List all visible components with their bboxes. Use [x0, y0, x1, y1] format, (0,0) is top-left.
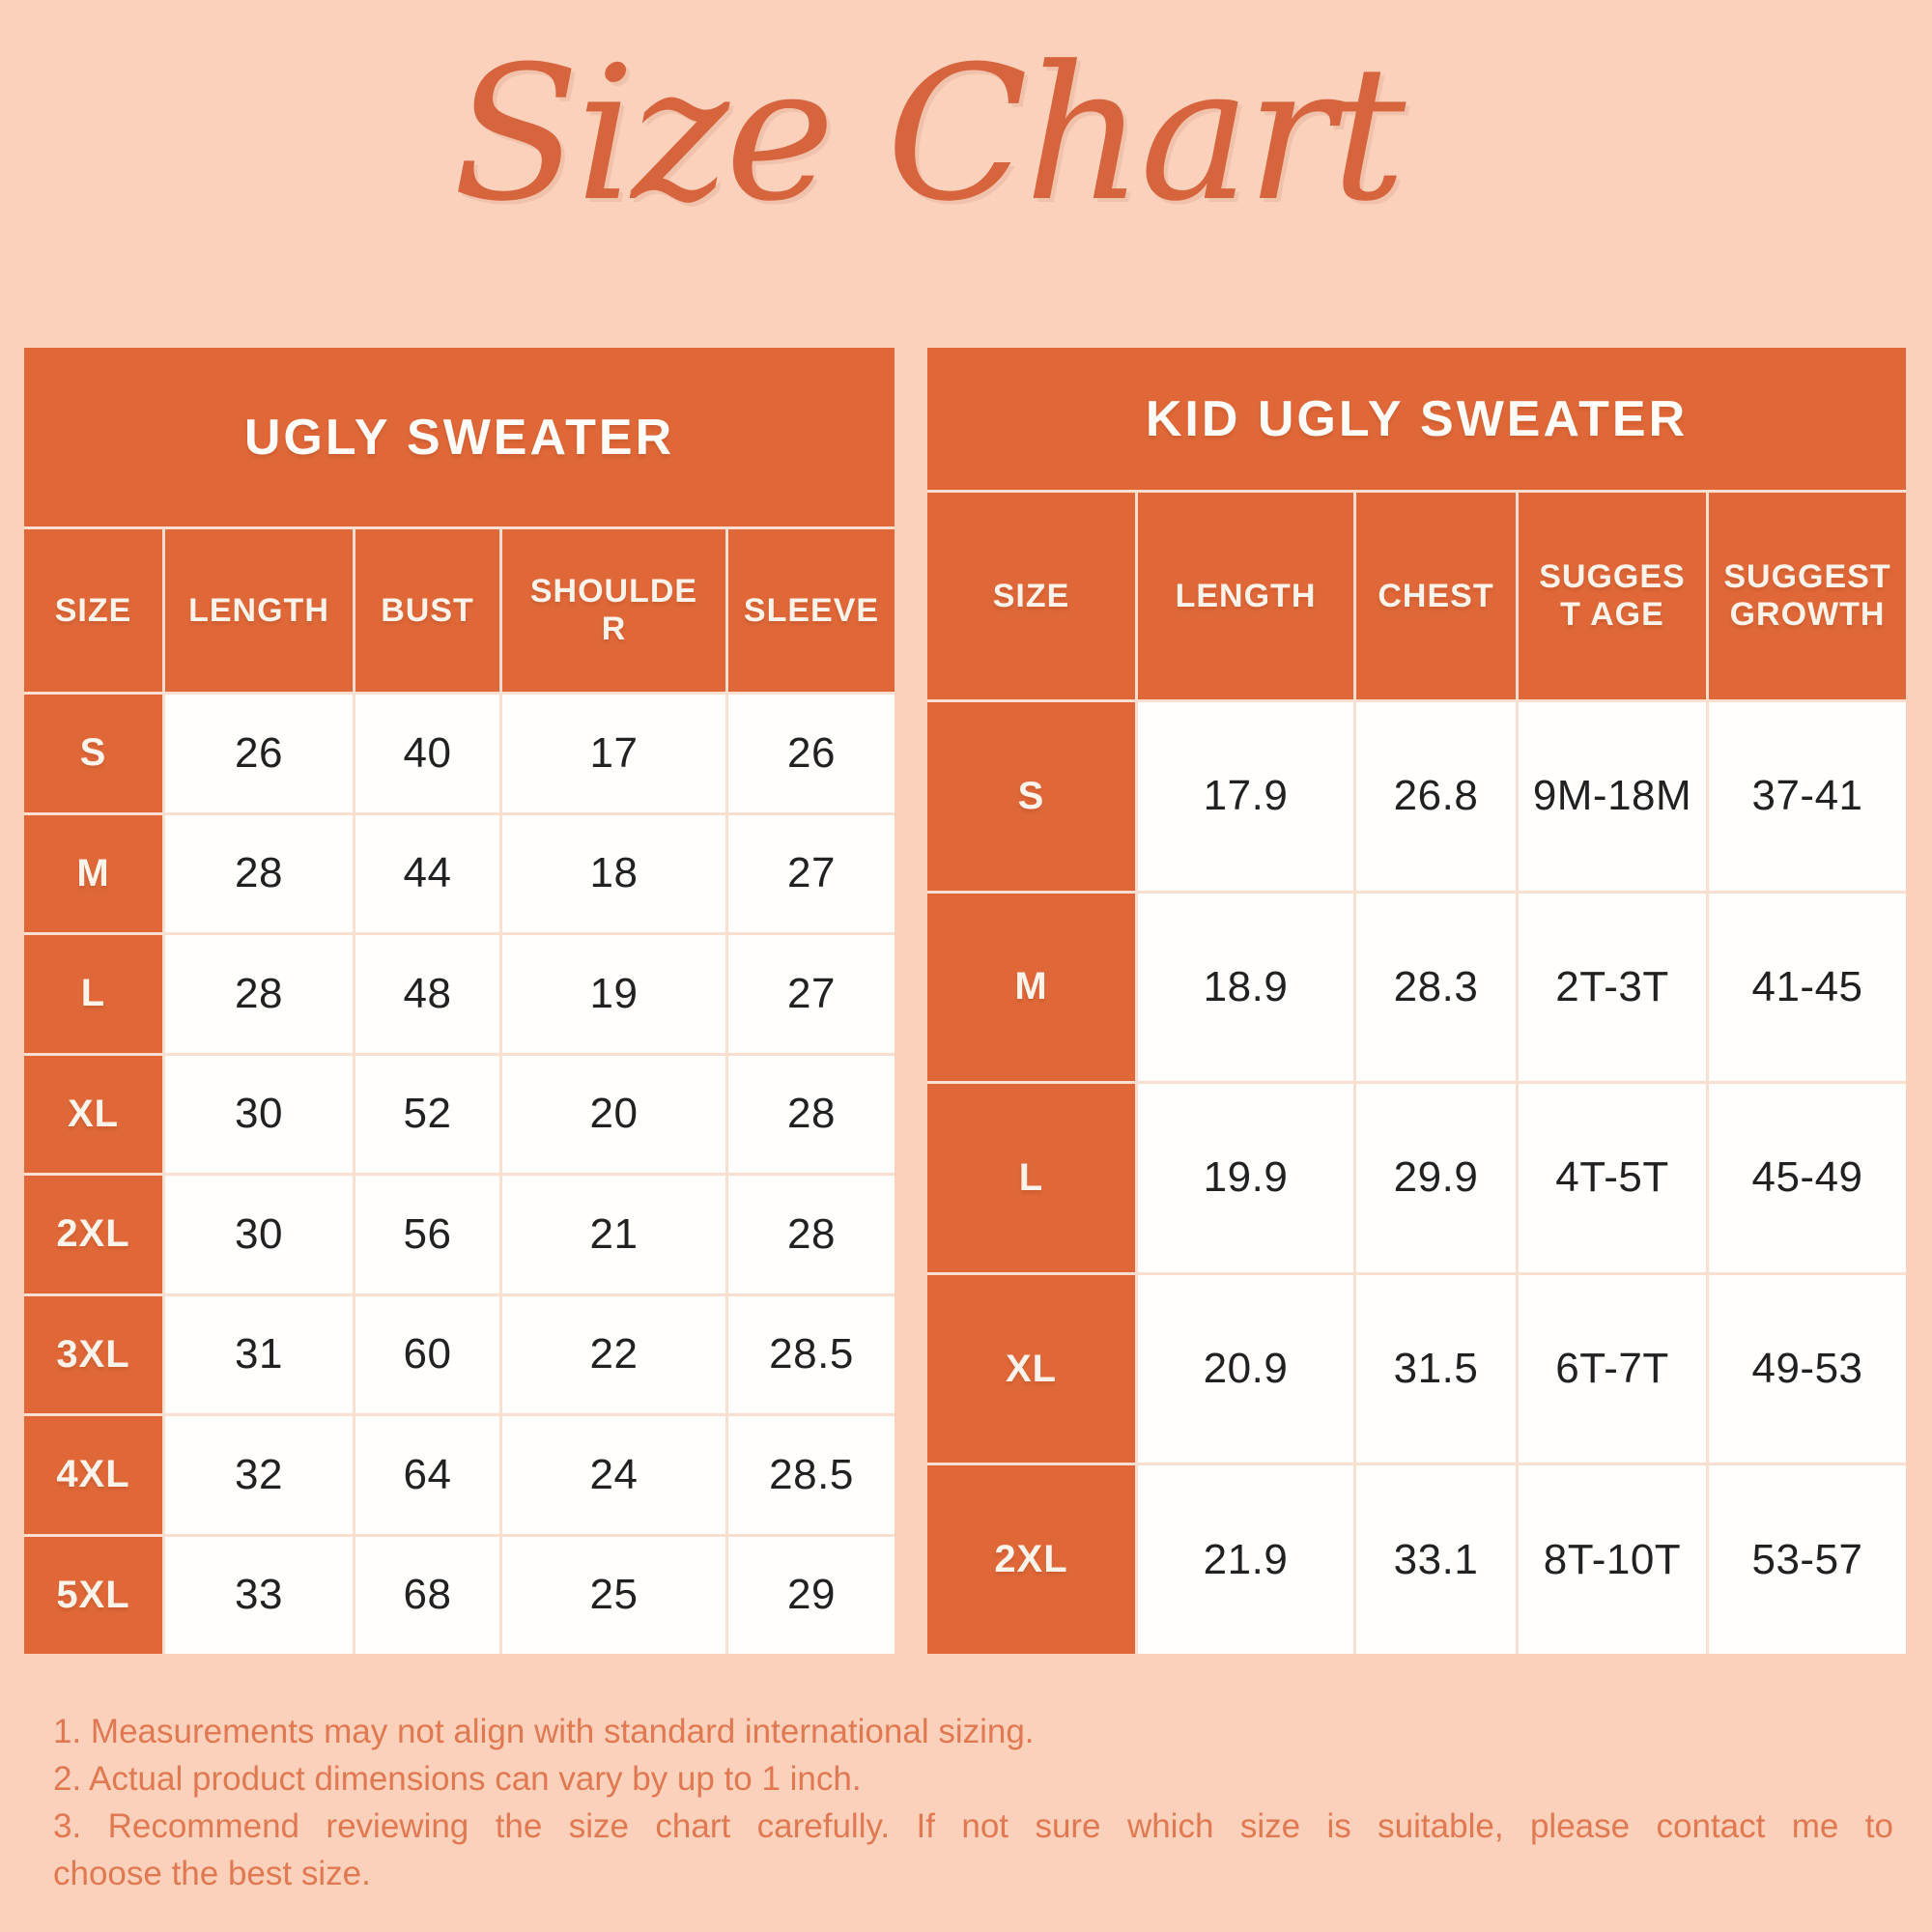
- adult-col-header-shoulder: SHOULDE R: [502, 529, 725, 692]
- adult-size-table: UGLY SWEATER SIZE LENGTH BUST SHOULDE R …: [24, 348, 895, 1654]
- kid-row-size-label: L: [927, 1084, 1135, 1272]
- kid-cell-suggest-age: 2T-3T: [1519, 893, 1706, 1082]
- adult-cell-shoulder: 24: [502, 1416, 725, 1534]
- kid-cell-suggest-growth: 53-57: [1709, 1465, 1906, 1654]
- kid-cell-suggest-age: 6T-7T: [1519, 1274, 1706, 1463]
- kid-table-title: KID UGLY SWEATER: [927, 348, 1906, 490]
- adult-cell-length: 28: [165, 935, 353, 1053]
- adult-cell-sleeve: 29: [728, 1536, 895, 1654]
- kid-cell-chest: 28.3: [1356, 893, 1516, 1082]
- kid-cell-suggest-growth: 41-45: [1709, 893, 1906, 1082]
- note-line-3: 3. Recommend reviewing the size chart ca…: [53, 1807, 1893, 1845]
- adult-row-size-label: M: [24, 814, 162, 932]
- kid-cell-length: 21.9: [1138, 1465, 1353, 1654]
- adult-cell-bust: 44: [355, 814, 499, 932]
- adult-cell-bust: 48: [355, 935, 499, 1053]
- kid-col-header-chest: CHEST: [1356, 493, 1516, 699]
- adult-cell-sleeve: 28.5: [728, 1295, 895, 1413]
- kid-cell-chest: 33.1: [1356, 1465, 1516, 1654]
- adult-cell-sleeve: 26: [728, 695, 895, 812]
- adult-row-size-label: 5XL: [24, 1536, 162, 1654]
- adult-cell-shoulder: 19: [502, 935, 725, 1053]
- adult-cell-bust: 68: [355, 1536, 499, 1654]
- adult-col-header-bust: BUST: [355, 529, 499, 692]
- adult-cell-length: 32: [165, 1416, 353, 1534]
- adult-col-header-size: SIZE: [24, 529, 162, 692]
- adult-row-size-label: 3XL: [24, 1295, 162, 1413]
- adult-cell-bust: 52: [355, 1055, 499, 1173]
- adult-cell-shoulder: 21: [502, 1176, 725, 1293]
- kid-col-header-size: SIZE: [927, 493, 1135, 699]
- adult-cell-length: 28: [165, 814, 353, 932]
- adult-row-size-label: S: [24, 695, 162, 812]
- kid-cell-length: 17.9: [1138, 702, 1353, 891]
- kid-cell-chest: 29.9: [1356, 1084, 1516, 1272]
- kid-row-size-label: S: [927, 702, 1135, 891]
- adult-table-title: UGLY SWEATER: [24, 348, 895, 526]
- adult-cell-bust: 40: [355, 695, 499, 812]
- note-line-1: 1. Measurements may not align with stand…: [53, 1713, 1035, 1750]
- kid-col-header-length: LENGTH: [1138, 493, 1353, 699]
- adult-cell-shoulder: 20: [502, 1055, 725, 1173]
- kid-cell-suggest-age: 8T-10T: [1519, 1465, 1706, 1654]
- adult-cell-length: 30: [165, 1176, 353, 1293]
- size-chart-title: Size Chart: [452, 27, 1406, 242]
- kid-row-size-label: M: [927, 893, 1135, 1082]
- adult-cell-sleeve: 27: [728, 814, 895, 932]
- adult-cell-sleeve: 28.5: [728, 1416, 895, 1534]
- kid-cell-length: 19.9: [1138, 1084, 1353, 1272]
- adult-row-size-label: XL: [24, 1055, 162, 1173]
- adult-col-header-length: LENGTH: [165, 529, 353, 692]
- kid-cell-suggest-growth: 45-49: [1709, 1084, 1906, 1272]
- kid-cell-length: 20.9: [1138, 1274, 1353, 1463]
- note-line-4: choose the best size.: [53, 1855, 371, 1892]
- adult-cell-shoulder: 17: [502, 695, 725, 812]
- adult-cell-sleeve: 27: [728, 935, 895, 1053]
- adult-cell-length: 30: [165, 1055, 353, 1173]
- adult-cell-bust: 56: [355, 1176, 499, 1293]
- kid-row-size-label: 2XL: [927, 1465, 1135, 1654]
- adult-row-size-label: 4XL: [24, 1416, 162, 1534]
- adult-cell-sleeve: 28: [728, 1176, 895, 1293]
- kid-cell-suggest-age: 4T-5T: [1519, 1084, 1706, 1272]
- kid-cell-suggest-growth: 37-41: [1709, 702, 1906, 891]
- adult-cell-bust: 60: [355, 1295, 499, 1413]
- adult-cell-shoulder: 22: [502, 1295, 725, 1413]
- adult-cell-shoulder: 18: [502, 814, 725, 932]
- kid-size-table: KID UGLY SWEATER SIZE LENGTH CHEST SUGGE…: [927, 348, 1906, 1654]
- size-notes: 1. Measurements may not align with stand…: [53, 1708, 1893, 1897]
- kid-col-header-suggest-growth: SUGGEST GROWTH: [1709, 493, 1906, 699]
- adult-cell-length: 33: [165, 1536, 353, 1654]
- adult-cell-shoulder: 25: [502, 1536, 725, 1654]
- kid-cell-chest: 26.8: [1356, 702, 1516, 891]
- kid-cell-chest: 31.5: [1356, 1274, 1516, 1463]
- adult-cell-length: 26: [165, 695, 353, 812]
- kid-row-size-label: XL: [927, 1274, 1135, 1463]
- note-line-2: 2. Actual product dimensions can vary by…: [53, 1760, 862, 1798]
- kid-col-header-suggest-age: SUGGES T AGE: [1519, 493, 1706, 699]
- kid-cell-length: 18.9: [1138, 893, 1353, 1082]
- adult-cell-sleeve: 28: [728, 1055, 895, 1173]
- adult-row-size-label: L: [24, 935, 162, 1053]
- adult-cell-length: 31: [165, 1295, 353, 1413]
- kid-cell-suggest-age: 9M-18M: [1519, 702, 1706, 891]
- kid-cell-suggest-growth: 49-53: [1709, 1274, 1906, 1463]
- adult-col-header-sleeve: SLEEVE: [728, 529, 895, 692]
- adult-row-size-label: 2XL: [24, 1176, 162, 1293]
- adult-cell-bust: 64: [355, 1416, 499, 1534]
